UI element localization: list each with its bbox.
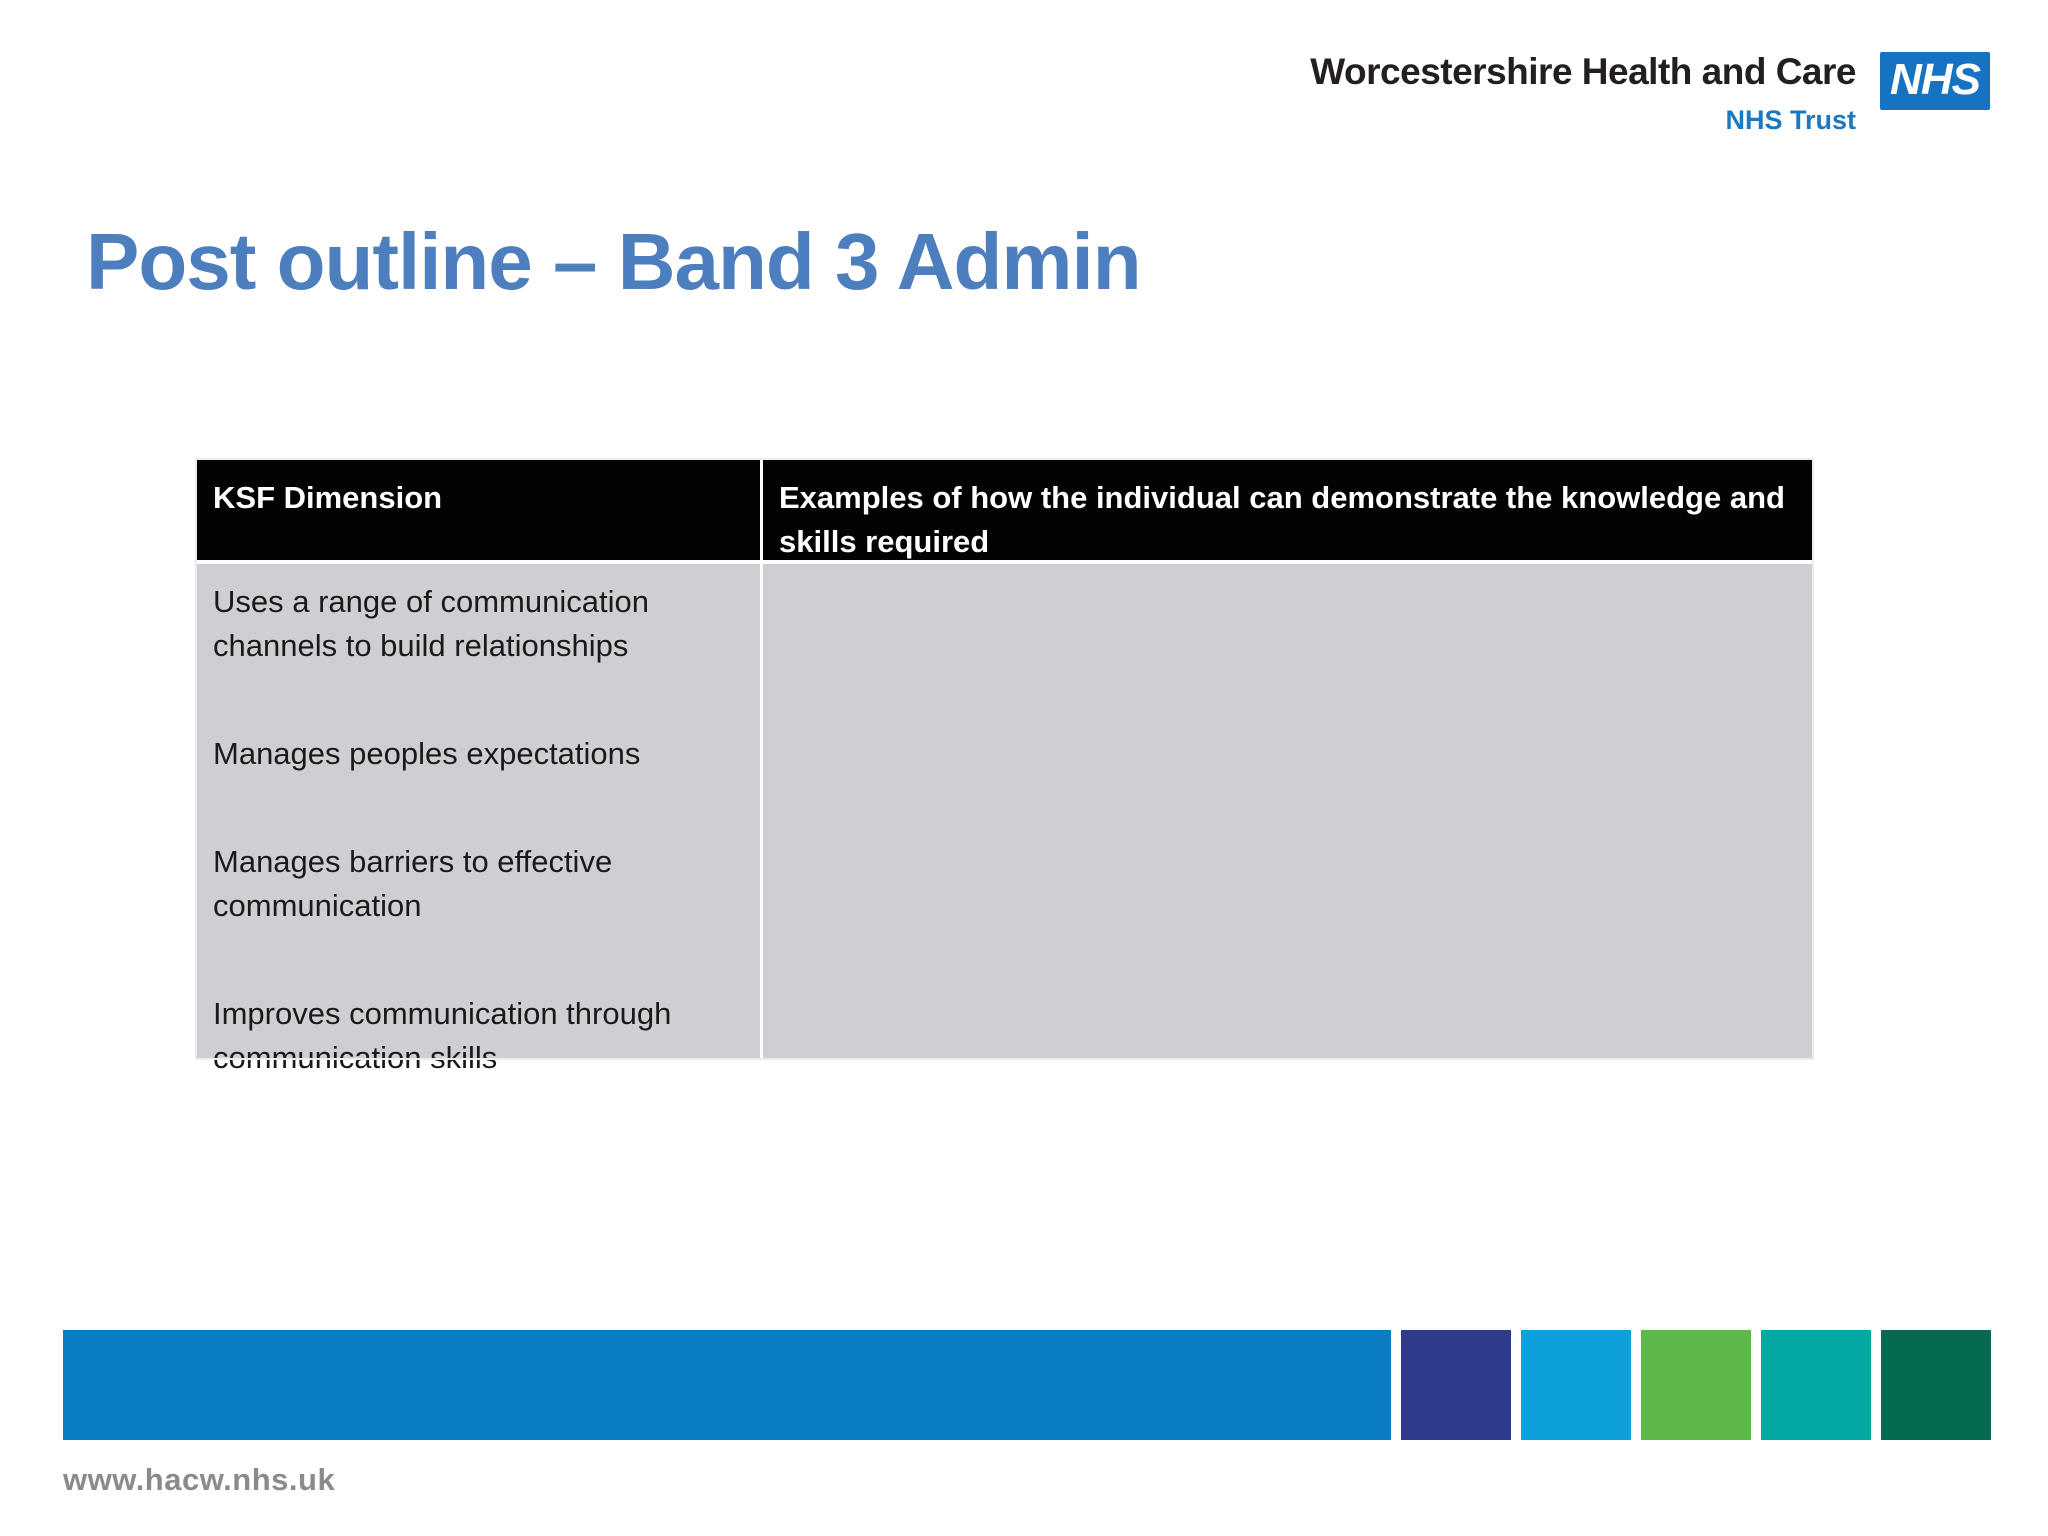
- organisation-name: Worcestershire Health and Care: [1310, 51, 1856, 92]
- light-blue-color-square: [1521, 1330, 1631, 1440]
- teal-color-square: [1761, 1330, 1871, 1440]
- table-header-examples: Examples of how the individual can demon…: [763, 460, 1812, 560]
- footer-color-bar: [63, 1330, 1991, 1440]
- ksf-table: KSF Dimension Examples of how the indivi…: [195, 458, 1814, 1075]
- page-title: Post outline – Band 3 Admin: [86, 217, 1142, 306]
- nhs-brand-block: Worcestershire Health and Care NHS Trust…: [1310, 51, 1990, 135]
- ksf-item: Uses a range of communication channels t…: [213, 584, 649, 663]
- ksf-item: Manages peoples expectations: [213, 736, 641, 771]
- table-cell-examples-empty: [763, 564, 1812, 1058]
- nhs-logo-text: NHS: [1890, 55, 1981, 104]
- nhs-brand-text: Worcestershire Health and Care NHS Trust: [1310, 51, 1856, 135]
- ksf-item: Manages barriers to effective communicat…: [213, 844, 613, 923]
- table-cell-ksf-items: Uses a range of communication channels t…: [197, 564, 760, 1075]
- nhs-trust-label: NHS Trust: [1725, 104, 1856, 135]
- green-color-square: [1641, 1330, 1751, 1440]
- table-header-ksf-dimension: KSF Dimension: [197, 460, 760, 560]
- indigo-color-square: [1401, 1330, 1511, 1440]
- dark-green-color-square: [1881, 1330, 1991, 1440]
- footer-blue-bar: [63, 1330, 1391, 1440]
- ksf-item: Improves communication through communica…: [213, 996, 672, 1075]
- nhs-logo: NHS: [1880, 52, 1990, 110]
- website-url: www.hacw.nhs.uk: [63, 1462, 336, 1497]
